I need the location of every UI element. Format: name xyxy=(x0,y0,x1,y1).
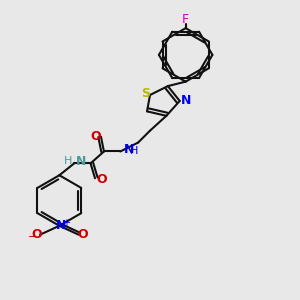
Text: O: O xyxy=(31,228,42,241)
Text: O: O xyxy=(77,228,88,241)
Text: N: N xyxy=(56,219,66,232)
Text: O: O xyxy=(90,130,101,142)
Text: N: N xyxy=(124,142,134,156)
Text: −: − xyxy=(28,232,37,242)
Text: N: N xyxy=(76,155,86,168)
Text: H: H xyxy=(130,146,138,157)
Text: S: S xyxy=(141,87,150,100)
Text: F: F xyxy=(182,13,189,26)
Text: O: O xyxy=(96,173,107,186)
Text: N: N xyxy=(181,94,191,107)
Text: H: H xyxy=(64,156,72,166)
Text: +: + xyxy=(62,218,70,228)
